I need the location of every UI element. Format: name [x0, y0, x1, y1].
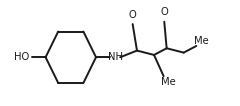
- Text: O: O: [129, 10, 137, 20]
- Text: HO: HO: [14, 52, 30, 62]
- Text: NH: NH: [108, 52, 123, 62]
- Text: Me: Me: [161, 77, 176, 87]
- Text: O: O: [160, 7, 168, 17]
- Text: Me: Me: [194, 36, 209, 46]
